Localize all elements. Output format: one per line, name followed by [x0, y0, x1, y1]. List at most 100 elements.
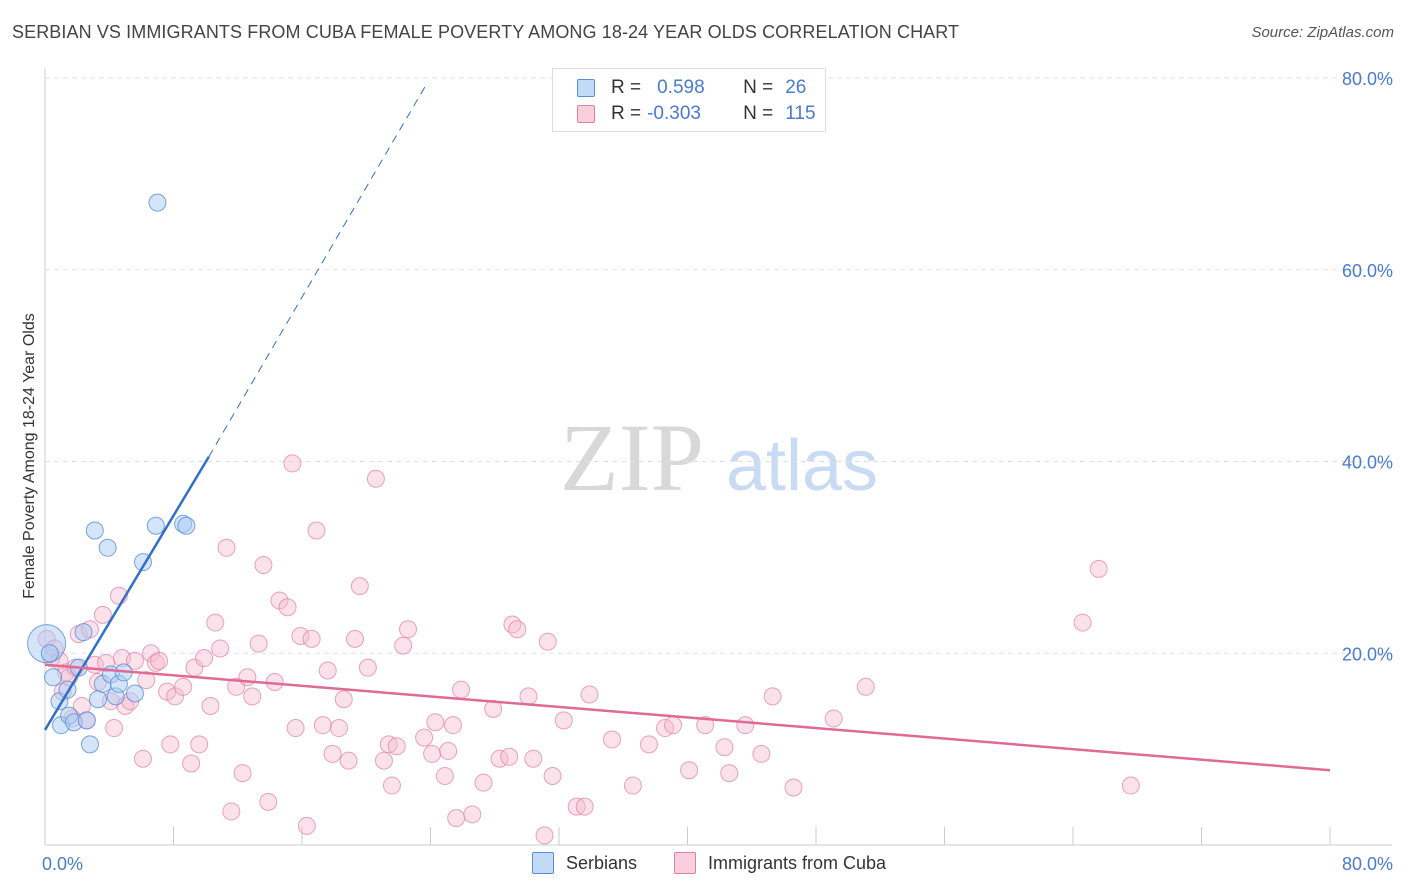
cuba-point-30 [161, 735, 180, 754]
serbians-swatch [577, 79, 595, 97]
cuba-point-103 [680, 761, 699, 780]
cuba-point-99 [623, 776, 642, 795]
cuba-point-92 [538, 632, 557, 651]
cuba-point-48 [259, 792, 278, 811]
legend-cuba: Immigrants from Cuba [674, 852, 886, 874]
cuba-point-37 [201, 696, 220, 715]
cuba-point-27 [146, 653, 165, 672]
serbian-trend-extension [208, 82, 428, 457]
cuba-swatch [577, 105, 595, 123]
serbians-n-value: 26 [785, 77, 807, 98]
cuba-point-28 [150, 651, 169, 670]
cuba-point-43 [233, 764, 252, 783]
serbian-point-12 [85, 521, 104, 540]
cuba-point-15 [93, 605, 112, 624]
cuba-point-54 [291, 626, 310, 645]
cuba-point-86 [500, 747, 519, 766]
cuba-point-105 [715, 738, 734, 757]
cuba-point-96 [575, 797, 594, 816]
cuba-point-62 [334, 690, 353, 709]
cuba-point-72 [394, 636, 413, 655]
watermark-zip: ZIP [560, 404, 704, 511]
cuba-point-113 [1073, 613, 1092, 632]
cuba-point-58 [313, 716, 332, 735]
cuba-point-36 [195, 649, 214, 668]
serbian-point-1 [40, 644, 59, 663]
x-tick-label-1: 80.0% [1342, 854, 1393, 874]
cuba-point-25 [137, 671, 156, 690]
cuba-point-104 [696, 716, 715, 735]
cuba-point-115 [1121, 776, 1140, 795]
cuba-point-45 [243, 687, 262, 706]
cuba-point-88 [508, 620, 527, 639]
serbians-r-label: R = [611, 77, 642, 98]
legend-cuba-label: Immigrants from Cuba [708, 852, 887, 873]
cuba-point-109 [763, 687, 782, 706]
cuba-point-67 [366, 469, 385, 488]
cuba-point-73 [399, 620, 418, 639]
cuba-point-35 [190, 735, 209, 754]
y-tick-label-3: 80.0% [1342, 69, 1393, 89]
cuba-point-66 [358, 658, 377, 677]
serbian-point-20 [125, 684, 144, 703]
cuba-point-24 [133, 749, 152, 768]
serbian-points [27, 193, 196, 754]
cuba-point-70 [382, 776, 401, 795]
cuba-r-label: R = [611, 103, 642, 124]
cuba-point-90 [524, 749, 543, 768]
cuba-point-76 [426, 713, 445, 732]
cuba-point-60 [323, 744, 342, 763]
watermark-atlas: atlas [726, 426, 878, 506]
cuba-point-114 [1089, 559, 1108, 578]
grid [45, 77, 1392, 654]
cuba-point-100 [639, 735, 658, 754]
serbian-point-9 [74, 623, 93, 642]
cuba-point-39 [211, 639, 230, 658]
cuba-point-51 [278, 598, 297, 617]
legend-cuba-swatch [674, 852, 696, 874]
cuba-point-18 [105, 719, 124, 738]
legend-row-serbians: R = 0.598 N = 26 [577, 75, 806, 101]
cuba-point-80 [447, 809, 466, 828]
cuba-point-57 [307, 521, 326, 540]
cuba-point-106 [720, 764, 739, 783]
x-tick-label-0: 0.0% [42, 854, 83, 874]
legend-serbians-label: Serbians [566, 852, 638, 873]
cuba-trend-line [44, 663, 1331, 772]
cuba-n-value: 115 [785, 103, 816, 124]
legend-serbians-swatch [532, 852, 554, 874]
cuba-point-23 [125, 651, 144, 670]
legend-serbians: Serbians [532, 852, 637, 874]
cuba-point-82 [463, 805, 482, 824]
cuba-point-44 [238, 668, 257, 687]
cuba-point-111 [824, 709, 843, 728]
cuba-point-78 [439, 742, 458, 761]
cuba-point-63 [339, 751, 358, 770]
cuba-n-label: N = [743, 103, 774, 124]
cuba-point-40 [217, 538, 236, 557]
cuba-point-38 [206, 613, 225, 632]
cuba-point-77 [435, 766, 454, 785]
cuba-point-94 [554, 711, 573, 730]
cuba-point-102 [664, 716, 683, 735]
serbian-point-2 [44, 668, 63, 687]
cuba-point-59 [318, 661, 337, 680]
serbian-point-23 [148, 193, 167, 212]
cuba-point-56 [302, 629, 321, 648]
cuba-points [37, 454, 1140, 845]
cuba-point-108 [752, 744, 771, 763]
stats-legend: R = 0.598 N = 26 R = -0.303 N = 115 [552, 68, 826, 132]
y-tick-label-0: 20.0% [1342, 644, 1393, 664]
serbians-r-value: 0.598 [657, 77, 705, 98]
cuba-point-64 [346, 629, 365, 648]
serbian-point-10 [77, 711, 96, 730]
cuba-point-32 [174, 677, 193, 696]
cuba-point-97 [580, 685, 599, 704]
serbian-point-15 [98, 538, 117, 557]
source-label: Source: ZipAtlas.com [1251, 24, 1394, 41]
legend-row-cuba: R = -0.303 N = 115 [577, 101, 816, 127]
cuba-point-74 [415, 728, 434, 747]
cuba-point-79 [443, 716, 462, 735]
serbian-point-13 [89, 690, 108, 709]
